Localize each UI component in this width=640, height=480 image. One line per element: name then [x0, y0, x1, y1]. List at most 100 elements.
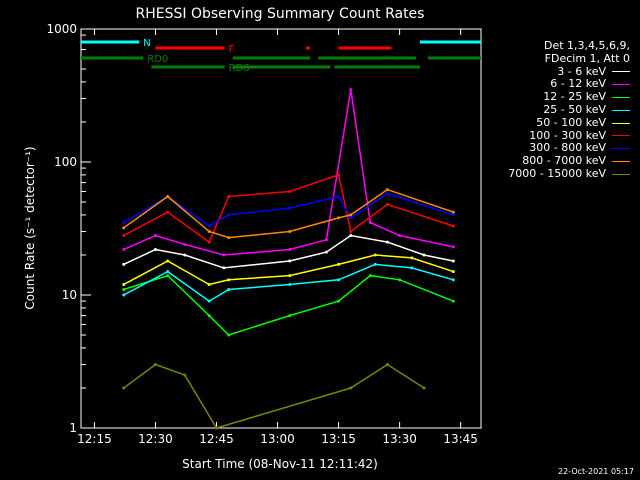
flag-label-n: N — [143, 38, 150, 49]
series-3-point-3 — [227, 287, 231, 291]
series-3-point-8 — [451, 278, 455, 282]
series-3-point-1 — [166, 270, 170, 274]
series-2-point-7 — [398, 278, 402, 282]
x-tick-label-4: 13:15 — [321, 432, 356, 446]
legend-swatch-3 — [612, 109, 630, 111]
series-8-point-3 — [215, 426, 219, 430]
series-7-point-0 — [122, 226, 126, 230]
y-tick-label-0: 1 — [69, 421, 77, 435]
series-1-point-3 — [222, 253, 226, 257]
legend-label-2: 12 - 25 keV — [543, 90, 606, 104]
series-5-point-7 — [385, 202, 389, 206]
series-6-point-7 — [385, 191, 389, 195]
series-7-point-5 — [337, 216, 341, 220]
series-line-3 — [123, 263, 454, 302]
series-2-point-3 — [227, 333, 231, 337]
flag-label-f: F — [229, 44, 235, 55]
series-4-point-1 — [166, 259, 170, 263]
series-7-point-2 — [207, 230, 211, 234]
series-2-point-8 — [451, 299, 455, 303]
legend-label-8: 7000 - 15000 keV — [508, 166, 606, 180]
series-8-point-4 — [349, 386, 353, 390]
series-7-point-8 — [451, 210, 455, 214]
series-0-point-0 — [122, 262, 126, 266]
flags-group: N F RD0 RD6 — [81, 38, 481, 74]
series-0-point-1 — [153, 247, 157, 251]
legend-item-7: 800 - 7000 keV — [480, 154, 630, 168]
y-axis-label: Count Rate (s⁻¹ detector⁻¹) — [23, 146, 37, 309]
series-4-point-5 — [337, 262, 341, 266]
series-line-8 — [123, 363, 425, 429]
series-5-point-1 — [166, 210, 170, 214]
series-group — [122, 88, 455, 430]
series-5-point-0 — [122, 234, 126, 238]
legend-swatch-1 — [612, 84, 630, 86]
series-0-point-6 — [349, 234, 353, 238]
series-0-point-2 — [183, 253, 187, 257]
series-2-point-4 — [288, 314, 292, 318]
axes-group: 12:15 12:30 12:45 13:00 13:15 13:30 13:45 1 10 10… — [46, 22, 477, 446]
series-5-point-4 — [288, 190, 292, 194]
series-3-point-7 — [410, 266, 414, 270]
legend-swatch-4 — [612, 122, 630, 124]
legend-label-6: 300 - 800 keV — [529, 141, 606, 155]
legend-swatch-6 — [612, 148, 630, 150]
series-0-point-4 — [288, 259, 292, 263]
legend-swatch-0 — [612, 71, 630, 73]
x-tick-label-6: 13:45 — [443, 432, 478, 446]
legend-item-1: 6 - 12 keV — [480, 78, 630, 91]
series-5-point-6 — [349, 230, 353, 234]
series-5-point-2 — [207, 240, 211, 244]
series-4-point-0 — [122, 282, 126, 286]
series-2-point-2 — [207, 314, 211, 318]
x-tick-label-1: 12:30 — [138, 432, 173, 446]
legend-label-3: 25 - 50 keV — [543, 102, 606, 116]
legend-label-4: 50 - 100 keV — [536, 115, 606, 129]
legend-swatch-8 — [612, 173, 630, 175]
series-1-point-7 — [368, 221, 372, 225]
series-1-point-2 — [183, 242, 187, 246]
series-3-point-0 — [122, 293, 126, 297]
x-tick-label-5: 13:30 — [382, 432, 417, 446]
series-5-point-8 — [451, 224, 455, 228]
series-line-1 — [123, 89, 454, 256]
series-0-point-5 — [324, 250, 328, 254]
series-7-point-6 — [349, 213, 353, 217]
legend-swatch-5 — [612, 135, 630, 137]
legend-label-0: 3 - 6 keV — [557, 64, 606, 78]
y-tick-label-3: 1000 — [46, 22, 77, 36]
series-2-point-0 — [122, 287, 126, 291]
series-4-point-6 — [373, 253, 377, 257]
series-6-point-8 — [451, 213, 455, 217]
y-tick-label-2: 100 — [54, 155, 77, 169]
timestamp: 22-Oct-2021 05:17 — [558, 467, 634, 476]
series-1-point-6 — [349, 88, 353, 92]
legend-header-1: Det 1,3,4,5,6,9, — [543, 39, 630, 52]
series-5-point-3 — [227, 195, 231, 199]
series-7-point-1 — [166, 195, 170, 199]
series-7-point-3 — [227, 236, 231, 240]
legend-item-2: 12 - 25 keV — [480, 90, 630, 104]
series-4-point-2 — [207, 282, 211, 286]
legend-item-8: 7000 - 15000 keV — [480, 166, 630, 181]
x-tick-label-3: 13:00 — [260, 432, 295, 446]
series-4-point-7 — [410, 256, 414, 260]
series-1-point-9 — [451, 245, 455, 249]
legend-header-2: FDecim 1, Att 0 — [544, 51, 630, 65]
series-6-point-5 — [337, 195, 341, 199]
series-line-0 — [123, 234, 454, 269]
series-1-point-5 — [324, 238, 328, 242]
flag-label-rd6: RD6 — [229, 63, 250, 74]
series-8-point-0 — [122, 386, 126, 390]
series-6-point-4 — [288, 206, 292, 210]
legend-label-7: 800 - 7000 keV — [522, 154, 606, 168]
legend-label-5: 100 - 300 keV — [529, 128, 606, 142]
legend-item-0: 3 - 6 keV — [480, 64, 630, 79]
series-0-point-7 — [385, 240, 389, 244]
x-tick-label-2: 12:45 — [199, 432, 234, 446]
series-3-point-4 — [288, 282, 292, 286]
series-4-point-4 — [288, 274, 292, 278]
x-axis-label: Start Time (08-Nov-11 12:11:42) — [182, 457, 378, 471]
plot-frame — [80, 28, 482, 429]
series-3-point-2 — [207, 299, 211, 303]
